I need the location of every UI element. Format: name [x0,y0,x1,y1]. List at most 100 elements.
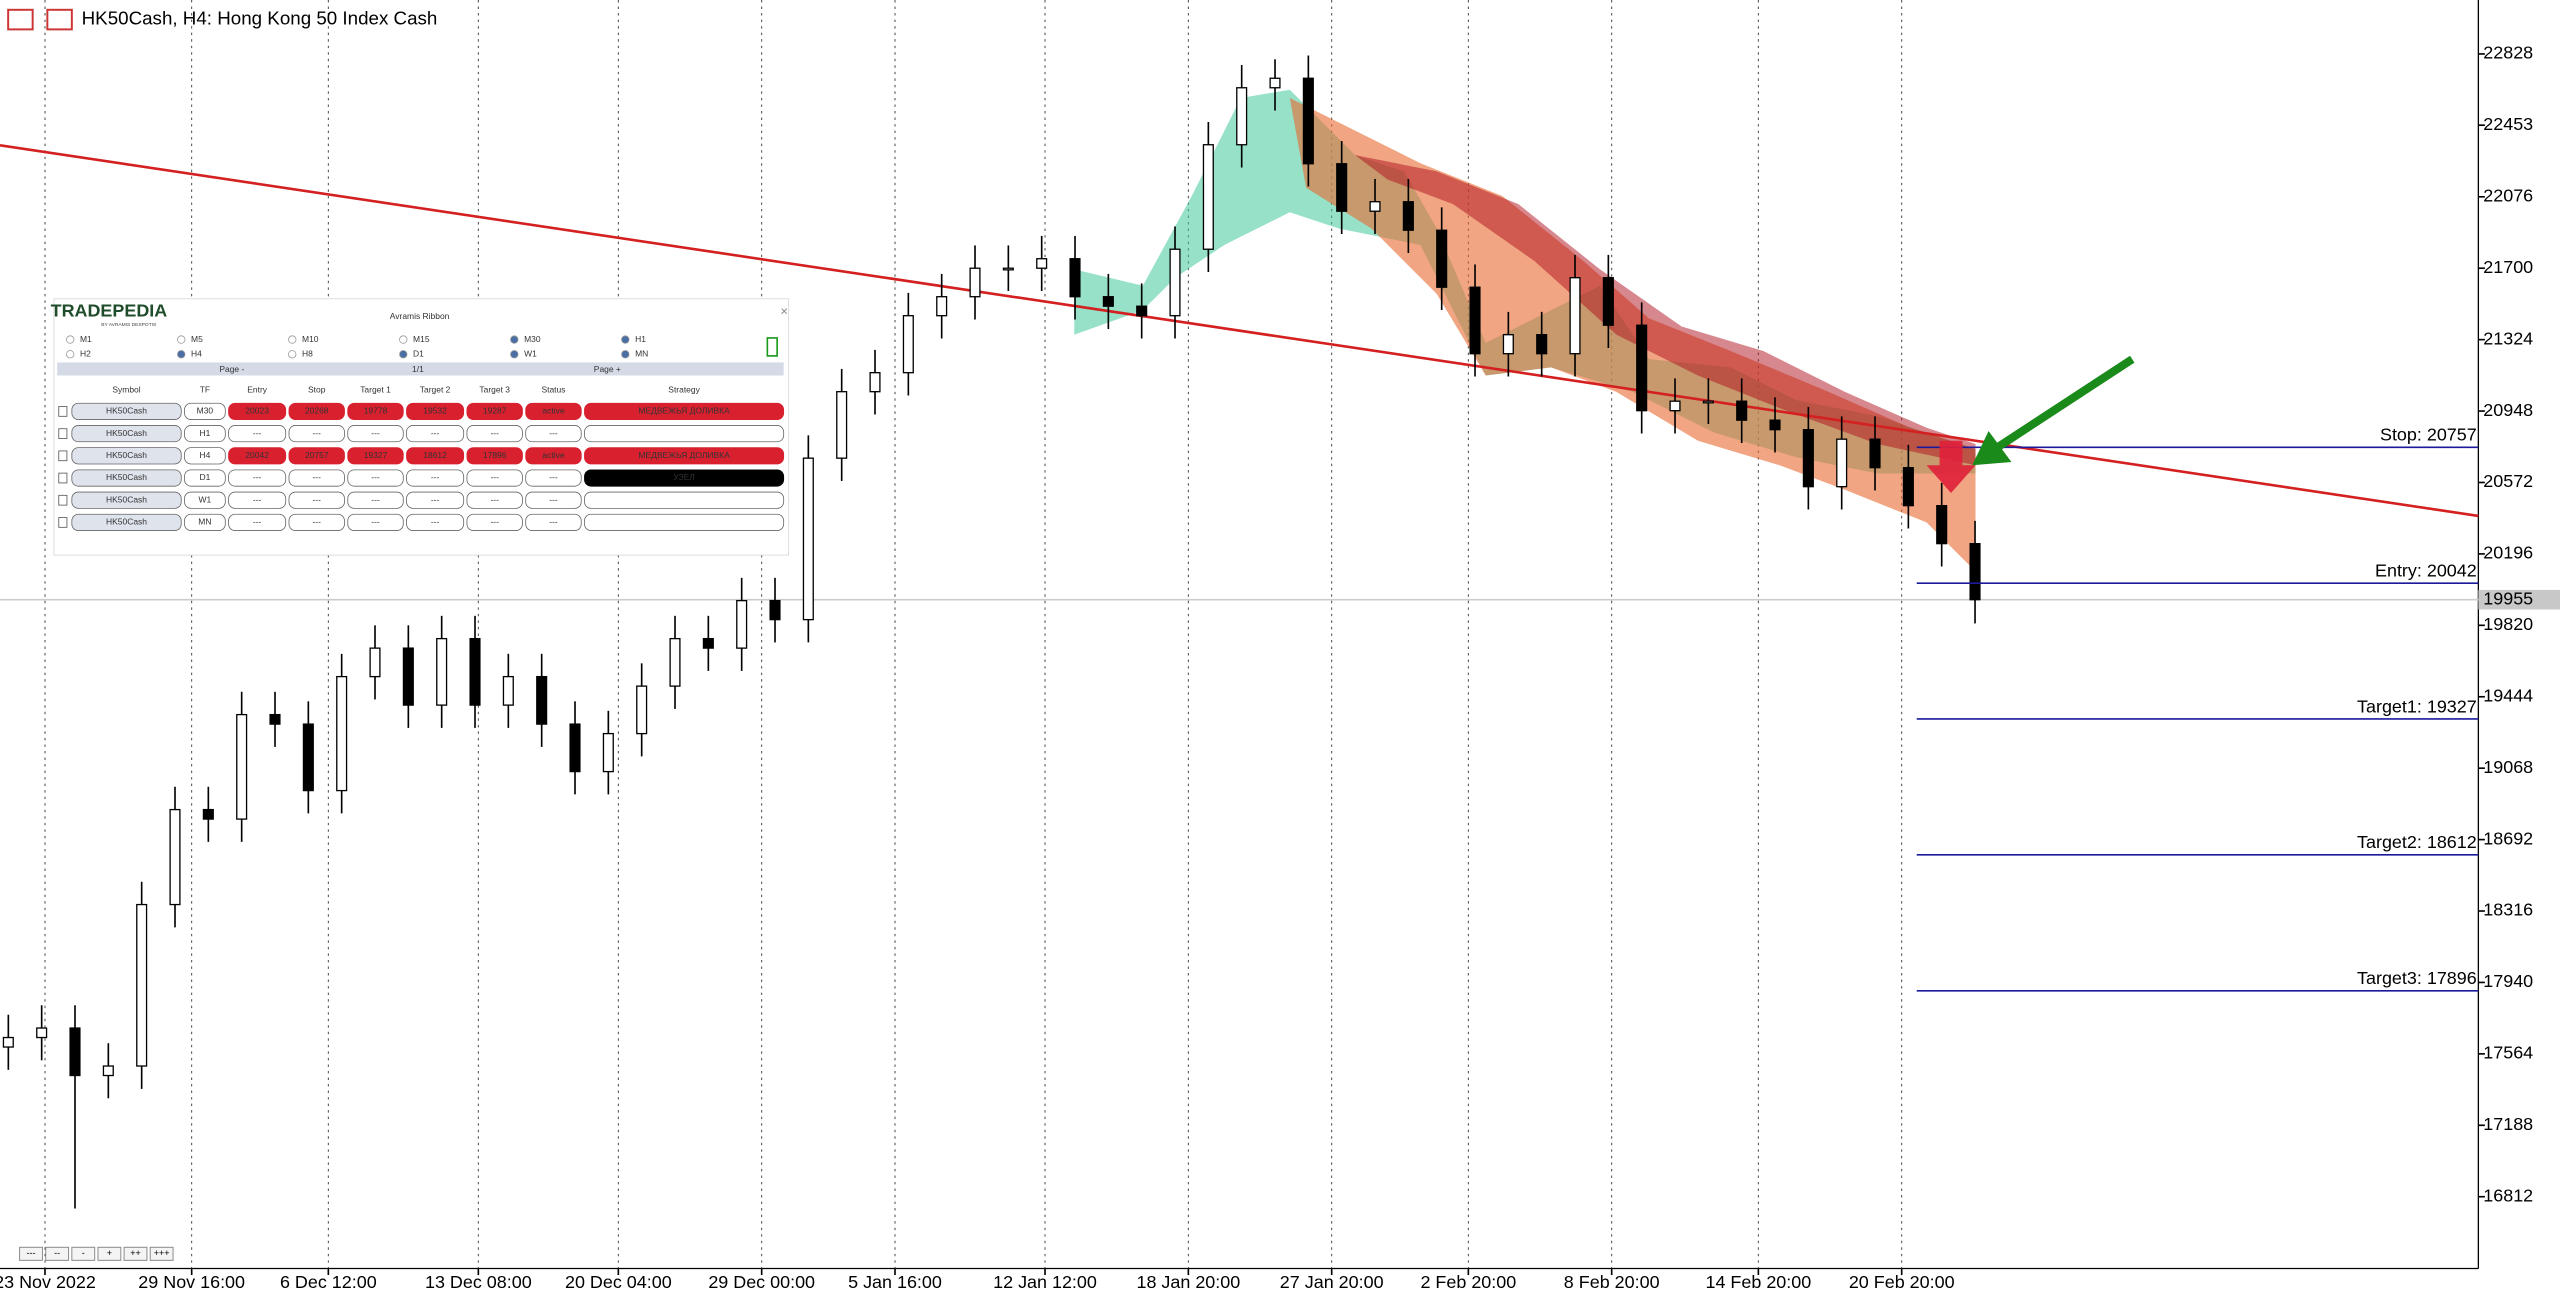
table-cell [184,469,226,487]
row-button[interactable] [58,450,68,462]
table-cell [406,402,465,420]
timeframe-radio[interactable] [66,350,75,359]
zoom-button[interactable] [149,1246,174,1261]
candle-body [636,685,648,735]
table-cell [228,425,287,443]
table-cell-text: 20268 [305,406,329,416]
table-cell-text: HK50Cash [106,428,147,438]
current-price-box [2478,589,2560,610]
zoom-button[interactable] [123,1246,148,1261]
x-tick-label: 27 Jan 20:00 [1280,1272,1384,1292]
table-header: Entry [247,384,268,394]
candle-body [402,647,414,706]
pager-label[interactable]: 1/1 [412,364,424,374]
y-tick-label: 20948 [2483,400,2533,420]
candle-body [36,1027,48,1039]
zoom-button-label[interactable]: +++ [154,1248,170,1258]
candle-body [436,637,448,706]
table-cell [525,402,582,420]
panel-close[interactable]: × [780,303,788,318]
table-cell [71,513,182,531]
x-tick-label: 20 Feb 20:00 [1849,1272,1955,1292]
zoom-button-label[interactable]: + [107,1248,112,1258]
table-cell [71,402,182,420]
row-button[interactable] [58,472,68,484]
table-cell [466,491,523,509]
candle-body [1402,201,1414,231]
zoom-button-label[interactable]: - [82,1248,85,1258]
candle-body [1602,277,1614,326]
table-cell [406,469,465,487]
pager-label[interactable]: Page - [219,364,244,374]
table-cell-text: --- [490,472,499,482]
table-cell-text: H4 [199,450,210,460]
timeframe-radio[interactable] [288,350,297,359]
table-header: Target 2 [420,384,451,394]
table-cell-text: 19532 [423,406,447,416]
y-tick-label: 20572 [2483,471,2533,491]
candle-body [1069,258,1081,298]
table-cell [466,513,523,531]
candle-body [1102,296,1114,307]
pager-label[interactable]: Page + [594,364,621,374]
zoom-button[interactable] [71,1246,96,1261]
chart-icon[interactable] [46,8,73,31]
zoom-button-label[interactable]: --- [27,1248,36,1258]
table-cell-text: --- [313,472,322,482]
table-cell-text: --- [431,517,440,527]
x-tick-label: 23 Nov 2022 [0,1272,96,1292]
zoom-button-label[interactable]: ++ [130,1248,140,1258]
candle-body [2,1036,14,1048]
timeframe-label: MN [635,349,648,359]
timeframe-label: H4 [191,349,202,359]
timeframe-radio[interactable] [510,350,519,359]
table-cell [406,513,465,531]
table-cell-text: --- [313,494,322,504]
timeframe-radio[interactable] [177,335,186,344]
table-cell [347,469,404,487]
timeframe-radio[interactable] [399,350,408,359]
menu-icon[interactable] [7,8,34,31]
x-tick-label: 13 Dec 08:00 [425,1272,532,1292]
candle-body [1802,429,1814,488]
table-cell-text: 19327 [364,450,388,460]
zoom-button[interactable] [97,1246,122,1261]
table-cell-text: active [542,406,564,416]
table-cell-text: --- [313,428,322,438]
table-cell-text: 20023 [245,406,269,416]
timeframe-radio[interactable] [177,350,186,359]
timeframe-radio[interactable] [66,335,75,344]
row-button[interactable] [58,428,68,439]
candle-body [1569,277,1581,355]
y-tick-label: 19068 [2483,757,2533,777]
timeframe-label: W1 [524,349,537,359]
timeframe-radio[interactable] [288,335,297,344]
candle-body [1269,77,1281,89]
panel-toggle[interactable] [766,337,778,357]
candle-body [702,637,714,649]
zoom-button-label[interactable]: -- [54,1248,60,1258]
y-tick-label: 17564 [2483,1043,2533,1063]
y-tick-label: 21700 [2483,257,2533,277]
row-button[interactable] [58,517,68,528]
table-cell [406,491,465,509]
table-cell [584,513,785,531]
table-cell [184,513,226,531]
table-cell [466,447,523,465]
timeframe-radio[interactable] [510,335,519,344]
candle-body [469,637,481,706]
row-button[interactable] [58,494,68,506]
timeframe-radio[interactable] [621,335,630,344]
candle-body [202,808,214,820]
candle-body [602,732,614,773]
timeframe-radio[interactable] [621,350,630,359]
table-cell-text: --- [253,517,262,527]
zoom-button[interactable] [45,1246,70,1261]
timeframe-radio[interactable] [399,335,408,344]
table-cell-text: --- [253,494,262,504]
zoom-button[interactable] [19,1246,43,1261]
table-cell-text: МЕДВЕЖЬЯ ДОЛИВКА [638,450,730,460]
candle-body [302,723,314,792]
row-button[interactable] [58,406,68,417]
